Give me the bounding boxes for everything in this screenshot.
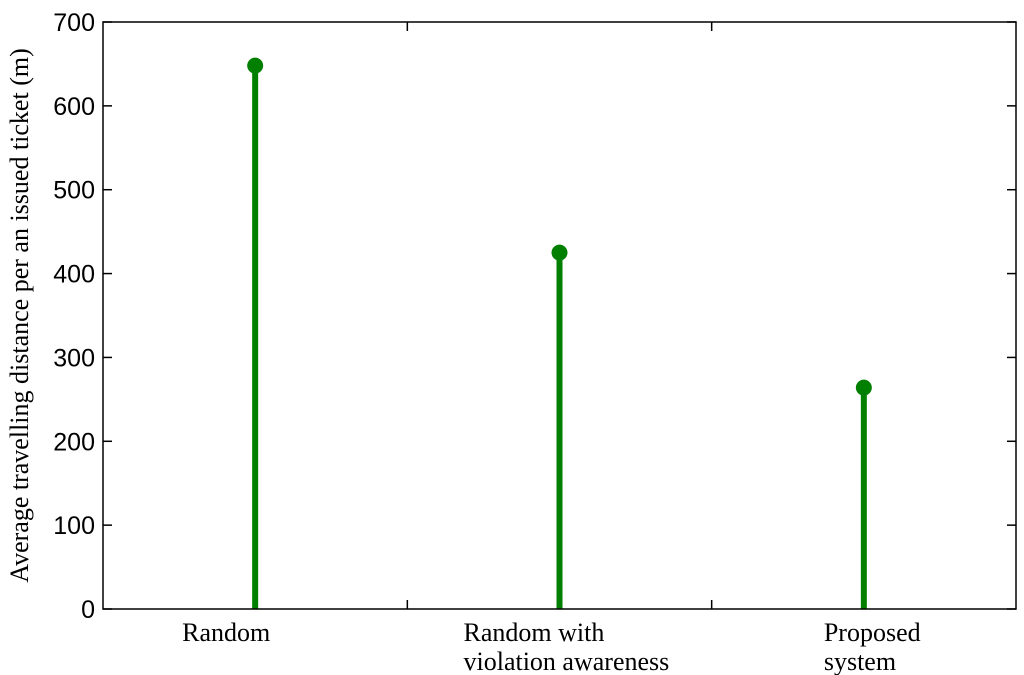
y-tick-label: 100 (53, 512, 95, 540)
plot-frame (102, 21, 1017, 610)
y-tick-label: 600 (53, 93, 95, 121)
y-tick-label: 0 (81, 596, 95, 624)
y-tick-label: 300 (53, 344, 95, 372)
x-category-label-line: Random (182, 618, 270, 647)
chart-marks (247, 57, 872, 609)
x-category-label-line: Random with (464, 618, 605, 647)
x-category-label-line: violation awareness (464, 647, 670, 675)
y-tick-label: 500 (53, 177, 95, 205)
y-tick-label: 200 (53, 428, 95, 456)
y-tick-label: 700 (53, 9, 95, 37)
x-category-label: Random with violation awareness (464, 618, 670, 675)
x-category-label: Proposed system (824, 618, 921, 675)
stem-marker (247, 57, 264, 74)
y-axis-label: Average travelling distance per an issue… (5, 48, 34, 582)
axis-ticks (103, 21, 1016, 610)
x-category-label-line: Proposed (824, 618, 921, 647)
x-category-label: Random (182, 618, 270, 647)
y-tick-labels: 0 100 200 300 400 500 600 700 (53, 9, 95, 624)
stem-marker (551, 244, 568, 261)
stem-marker (855, 379, 872, 396)
x-category-labels: Random Random with violation awareness Prop… (182, 618, 920, 675)
x-category-label-line: system (824, 647, 896, 675)
y-tick-label: 400 (53, 261, 95, 289)
